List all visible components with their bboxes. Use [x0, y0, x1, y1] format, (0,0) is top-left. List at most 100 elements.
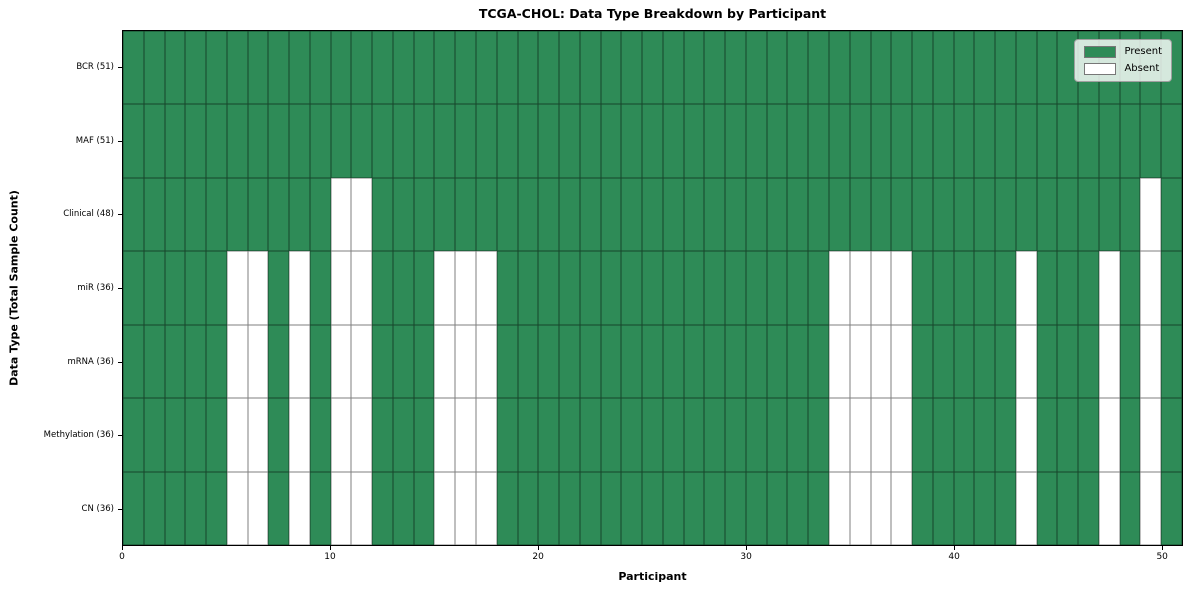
heatmap-cell [953, 177, 975, 252]
heatmap-cell [559, 104, 580, 178]
heatmap-cell [1119, 177, 1141, 252]
heatmap-cell [808, 31, 829, 105]
heatmap-cell [309, 471, 331, 545]
heatmap-cell [828, 251, 850, 325]
heatmap-cell [745, 177, 767, 252]
heatmap-cell [725, 471, 746, 545]
heatmap-cell [164, 31, 186, 105]
heatmap-cell [828, 31, 850, 105]
heatmap-cell [642, 398, 663, 472]
heatmap-cell [891, 324, 913, 399]
heatmap-cell [559, 398, 580, 472]
heatmap-cell [226, 398, 248, 472]
heatmap-cell [330, 324, 352, 399]
heatmap-cell [268, 31, 290, 105]
heatmap-cell [912, 31, 933, 105]
heatmap-cell [413, 251, 435, 325]
heatmap-cell [475, 471, 497, 545]
heatmap-cell [642, 251, 663, 325]
heatmap-cell [268, 251, 290, 325]
heatmap-cell [289, 177, 310, 252]
heatmap-cell [496, 31, 518, 105]
heatmap-cell [1015, 104, 1037, 178]
heatmap-cell [164, 398, 186, 472]
heatmap-cell [559, 251, 580, 325]
heatmap-cell [745, 31, 767, 105]
heatmap-cell [849, 31, 871, 105]
heatmap-cell [351, 398, 373, 472]
heatmap-cell [496, 324, 518, 399]
heatmap-cell [953, 251, 975, 325]
heatmap-cell [600, 251, 622, 325]
heatmap-cell [206, 251, 227, 325]
heatmap-cell [1036, 324, 1058, 399]
heatmap-cell [226, 251, 248, 325]
heatmap-cell [1161, 324, 1182, 399]
heatmap-cell [1119, 398, 1141, 472]
y-tick-label: BCR (51) [76, 61, 114, 72]
heatmap-cell [1140, 177, 1162, 252]
heatmap-cell [828, 324, 850, 399]
heatmap-cell [787, 398, 809, 472]
heatmap-cell [289, 324, 310, 399]
heatmap-cell [808, 177, 829, 252]
heatmap-cell [372, 324, 393, 399]
heatmap-cell [621, 177, 643, 252]
heatmap-cell [725, 31, 746, 105]
heatmap-cell [351, 104, 373, 178]
heatmap-cell [704, 324, 726, 399]
heatmap-cell [828, 471, 850, 545]
heatmap-cell [870, 398, 892, 472]
heatmap-cell [642, 471, 663, 545]
heatmap-cell [247, 31, 269, 105]
heatmap-cell [1036, 251, 1058, 325]
heatmap-cell [1036, 398, 1058, 472]
heatmap-cell [538, 471, 560, 545]
heatmap-cell [766, 31, 788, 105]
heatmap-cell [206, 324, 227, 399]
heatmap-cell [974, 324, 996, 399]
heatmap-cell [143, 324, 165, 399]
heatmap-cell [289, 398, 310, 472]
heatmap-cell [123, 324, 144, 399]
heatmap-cell [538, 324, 560, 399]
heatmap-cell [912, 177, 933, 252]
heatmap-cell [517, 471, 539, 545]
heatmap-cell [683, 251, 705, 325]
heatmap-cell [704, 471, 726, 545]
heatmap-cell [206, 398, 227, 472]
heatmap-cell [787, 324, 809, 399]
heatmap-cell [392, 104, 414, 178]
heatmap-cell [932, 471, 954, 545]
heatmap-cell [1098, 251, 1120, 325]
heatmap-cell [1140, 104, 1162, 178]
heatmap-cell [185, 104, 207, 178]
heatmap-cell [787, 251, 809, 325]
heatmap-cell [974, 398, 996, 472]
heatmap-cell [309, 324, 331, 399]
heatmap-cell [1057, 251, 1079, 325]
heatmap-cell [704, 177, 726, 252]
heatmap-cell [1036, 471, 1058, 545]
heatmap-plot: Present Absent [122, 30, 1183, 546]
heatmap-cell [600, 104, 622, 178]
heatmap-cell [455, 251, 476, 325]
heatmap-cell [683, 31, 705, 105]
heatmap-cell [289, 104, 310, 178]
heatmap-cell [579, 471, 601, 545]
heatmap-cell [808, 324, 829, 399]
heatmap-cell [849, 324, 871, 399]
heatmap-cell [164, 177, 186, 252]
heatmap-cell [268, 398, 290, 472]
heatmap-cell [1119, 471, 1141, 545]
heatmap-cell [662, 104, 684, 178]
heatmap-cell [289, 251, 310, 325]
heatmap-cell [725, 398, 746, 472]
heatmap-cell [662, 471, 684, 545]
heatmap-cell [538, 398, 560, 472]
heatmap-cell [392, 471, 414, 545]
heatmap-cell [642, 177, 663, 252]
heatmap-cell [642, 324, 663, 399]
heatmap-cell [475, 324, 497, 399]
heatmap-cell [995, 31, 1016, 105]
